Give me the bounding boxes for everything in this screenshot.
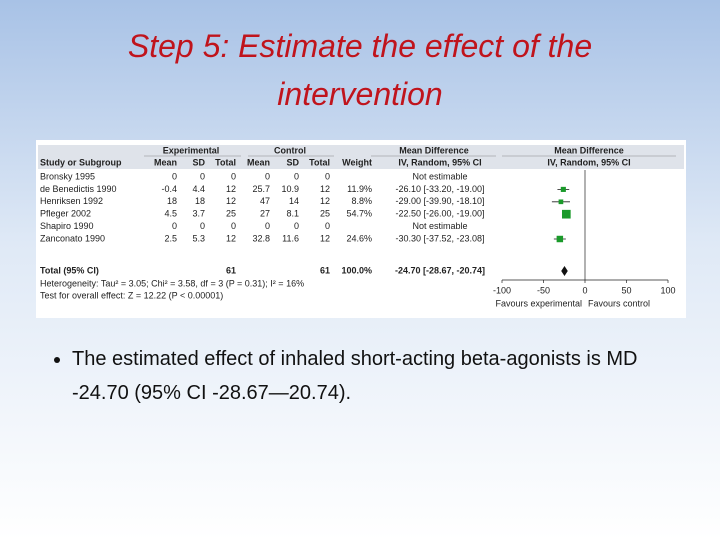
cell: 0 [231,221,236,231]
slide-title: Step 5: Estimate the effect of the inter… [127,28,593,112]
total-exp: 61 [226,265,236,275]
cell: 0 [325,171,330,181]
cell: 0 [265,171,270,181]
cell: 18 [167,196,177,206]
effect-square [560,186,566,192]
cell: 25 [226,209,236,219]
cell: 0 [172,221,177,231]
column-header: Weight [342,157,372,167]
cell: 32.8 [252,233,270,243]
effect-square [556,235,564,243]
cell: 8.1 [286,209,299,219]
study-name: Zanconato 1990 [40,233,105,243]
study-name: de Benedictis 1990 [40,184,117,194]
cell: 4.5 [164,209,177,219]
group-header: Mean Difference [554,145,624,155]
column-header: Mean [154,157,177,167]
cell: 12 [226,184,236,194]
effect-label: Not estimable [412,221,467,231]
cell: 25.7 [252,184,270,194]
plot-background [36,140,686,318]
study-name: Bronsky 1995 [40,171,95,181]
cell: 5.3 [192,233,205,243]
cell: 18 [195,196,205,206]
group-header: Experimental [163,145,220,155]
cell: 0 [265,221,270,231]
effect-square [561,209,571,219]
cell: 0 [172,171,177,181]
cell: 0 [294,221,299,231]
weight: 54.7% [346,209,372,219]
total-effect: -24.70 [-28.67, -20.74] [395,265,485,275]
favours-left: Favours experimental [495,298,582,308]
effect-square [558,199,564,205]
cell: 0 [294,171,299,181]
effect-label: -29.00 [-39.90, -18.10] [395,196,484,206]
cell: 0 [325,221,330,231]
cell: 12 [320,233,330,243]
column-header: IV, Random, 95% CI [398,157,481,167]
effect-label: -30.30 [-37.52, -23.08] [395,233,484,243]
total-ctrl: 61 [320,265,330,275]
x-tick-label: 0 [582,285,587,295]
cell: 12 [320,196,330,206]
column-header: IV, Random, 95% CI [547,157,630,167]
cell: 3.7 [192,209,205,219]
column-header: Mean [247,157,270,167]
cell: 10.9 [281,184,299,194]
cell: 12 [226,233,236,243]
favours-right: Favours control [588,298,650,308]
effect-label: -26.10 [-33.20, -19.00] [395,184,484,194]
overall-effect: Test for overall effect: Z = 12.22 (P < … [40,290,223,300]
x-tick-label: 100 [660,285,675,295]
cell: 47 [260,196,270,206]
cell: 2.5 [164,233,177,243]
effect-label: Not estimable [412,171,467,181]
total-diamond [561,266,568,276]
cell: 4.4 [192,184,205,194]
x-tick-label: -100 [493,285,511,295]
weight: 8.8% [351,196,372,206]
bullet-list: The estimated effect of inhaled short-ac… [44,342,672,410]
cell: 0 [200,171,205,181]
cell: 0 [200,221,205,231]
column-header: SD [192,157,205,167]
cell: 11.6 [282,233,299,243]
cell: 25 [320,209,330,219]
weight: 11.9% [347,184,372,194]
cell: 0 [231,171,236,181]
effect-label: -22.50 [-26.00, -19.00] [395,209,484,219]
header-band [38,145,684,169]
x-tick-label: -50 [537,285,550,295]
total-label: Total (95% CI) [40,265,99,275]
cell: 14 [289,196,299,206]
group-header: Mean Difference [399,145,469,155]
column-header: SD [286,157,299,167]
weight: 24.6% [346,233,372,243]
cell: 12 [226,196,236,206]
cell: -0.4 [161,184,177,194]
bullet: The estimated effect of inhaled short-ac… [72,342,672,410]
column-header: Total [215,157,236,167]
heterogeneity: Heterogeneity: Tau² = 3.05; Chi² = 3.58,… [40,278,304,288]
study-name: Pfleger 2002 [40,209,91,219]
cell: 27 [260,209,270,219]
x-tick-label: 50 [621,285,631,295]
total-weight: 100.0% [341,265,372,275]
group-header: Control [274,145,306,155]
cell: 12 [320,184,330,194]
study-name: Shapiro 1990 [40,221,94,231]
study-name: Henriksen 1992 [40,196,103,206]
forest-plot: Experimental Control Mean Difference Mean D… [36,140,686,318]
column-header: Study or Subgroup [40,157,122,167]
column-header: Total [309,157,330,167]
